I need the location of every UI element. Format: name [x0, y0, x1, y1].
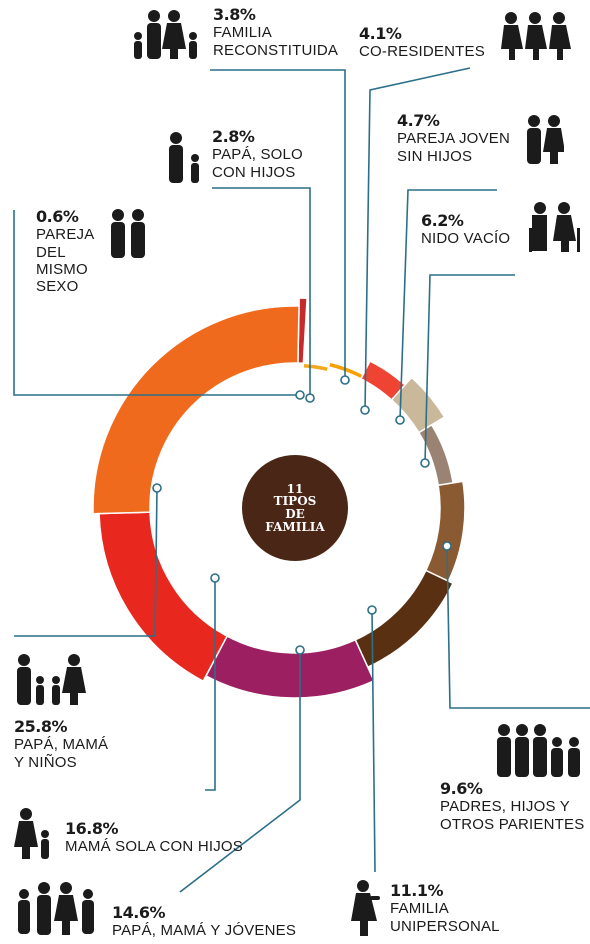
- label-papa-solo: 2.8% PAPÁ, SOLO CON HIJOS: [212, 127, 303, 181]
- text-pareja-joven-2: SIN HIJOS: [397, 147, 473, 165]
- text-reconstituida-1: FAMILIA: [213, 24, 272, 42]
- family-with-kids-icon: [17, 654, 86, 705]
- leader-line: [210, 69, 346, 380]
- label-familia-unipersonal: 11.1% FAMILIA UNIPERSONAL: [390, 881, 500, 935]
- leader-dot: [210, 573, 220, 583]
- pct-unipersonal: 11.1%: [390, 881, 444, 900]
- text-coresidentes-1: CO-RESIDENTES: [359, 43, 485, 61]
- couple-icon: [527, 115, 564, 164]
- pct-mama-sola: 16.8%: [65, 819, 119, 838]
- text-unipersonal-2: UNIPERSONAL: [390, 917, 500, 935]
- pct-reconstituida: 3.8%: [213, 5, 256, 24]
- center-line-4: FAMILIA: [265, 519, 325, 534]
- text-ninos-1: PAPÁ, MAMÁ: [14, 736, 109, 754]
- leader-line: [424, 274, 515, 464]
- extended-family-icon: [497, 724, 580, 777]
- pct-pareja-joven: 4.7%: [397, 111, 440, 130]
- leader-dot: [305, 393, 315, 403]
- leader-dot: [295, 645, 305, 655]
- leader-dot: [420, 458, 430, 468]
- leader-line: [364, 67, 471, 411]
- mother-child-icon: [14, 808, 49, 859]
- leader-line: [205, 578, 216, 791]
- text-otros-2: OTROS PARIENTES: [440, 815, 585, 833]
- text-ninos-2: Y NIÑOS: [14, 753, 77, 771]
- text-mismo-sexo-4: SEXO: [36, 278, 79, 296]
- text-reconstituida-2: RECONSTITUIDA: [213, 41, 339, 59]
- slice-mamá-sola-con-hijos: [98, 511, 229, 683]
- label-familia-reconstituida: 3.8% FAMILIA RECONSTITUIDA: [213, 5, 339, 59]
- slice-padres-hijos-y-otros-parientes: [424, 480, 466, 583]
- label-otros-parientes: 9.6% PADRES, HIJOS Y OTROS PARIENTES: [440, 779, 585, 833]
- text-pareja-joven-1: PAREJA JOVEN: [397, 130, 510, 148]
- text-otros-1: PADRES, HIJOS Y: [440, 798, 570, 816]
- pct-nido: 6.2%: [421, 211, 464, 230]
- label-mismo-sexo: 0.6% PAREJA DEL MISMO SEXO: [36, 207, 95, 296]
- slice-nido-vacío: [417, 423, 454, 487]
- pct-mismo-sexo: 0.6%: [36, 207, 79, 226]
- center-line-3: DE: [285, 507, 305, 521]
- leader-line: [13, 210, 300, 396]
- three-people-icon: [501, 12, 571, 60]
- leader-dot: [340, 375, 350, 385]
- pct-ninos: 25.8%: [14, 717, 68, 736]
- pct-jovenes: 14.6%: [112, 903, 166, 922]
- leader-line: [14, 487, 158, 637]
- slice-papá-solo-con-hijos: [302, 362, 330, 373]
- single-woman-icon: [351, 880, 380, 936]
- label-mama-sola: 16.8% MAMÁ SOLA CON HIJOS: [65, 819, 243, 856]
- elderly-couple-icon: [529, 202, 580, 252]
- text-mismo-sexo-3: MISMO: [36, 260, 88, 278]
- family-teens-icon: [18, 882, 94, 935]
- leader-dot: [442, 541, 452, 551]
- slice-papá-mamá-y-jóvenes: [204, 635, 375, 699]
- slice-papá-mamá-y-niños: [92, 305, 300, 515]
- leader-line: [446, 545, 590, 709]
- leader-line: [179, 650, 301, 893]
- leader-dot: [367, 605, 377, 615]
- family-four-icon: [134, 10, 197, 59]
- text-unipersonal-1: FAMILIA: [390, 900, 449, 918]
- father-child-icon: [169, 132, 199, 183]
- chart-center-title: 11 TIPOS DE FAMILIA: [242, 455, 348, 561]
- leader-dot: [152, 483, 162, 493]
- center-line-1: 11: [286, 481, 304, 496]
- label-co-residentes: 4.1% CO-RESIDENTES: [359, 24, 485, 61]
- text-mismo-sexo-2: DEL: [36, 243, 66, 261]
- text-mismo-sexo-1: PAREJA: [36, 226, 95, 244]
- text-jovenes-1: PAPÁ, MAMÁ Y JÓVENES: [112, 922, 297, 940]
- pct-otros: 9.6%: [440, 779, 483, 798]
- text-nido-1: NIDO VACÍO: [421, 230, 511, 248]
- label-pareja-joven: 4.7% PAREJA JOVEN SIN HIJOS: [397, 111, 510, 165]
- text-papa-solo-2: CON HIJOS: [212, 163, 296, 181]
- label-papa-mama-ninos: 25.8% PAPÁ, MAMÁ Y NIÑOS: [14, 717, 109, 771]
- leader-line: [371, 609, 376, 873]
- leader-line: [212, 187, 311, 398]
- text-papa-solo-1: PAPÁ, SOLO: [212, 146, 303, 164]
- slice-familia-unipersonal: [354, 569, 454, 669]
- couple-icon: [111, 209, 145, 258]
- leader-dot: [360, 405, 370, 415]
- pct-papa-solo: 2.8%: [212, 127, 255, 146]
- center-line-2: TIPOS: [273, 494, 317, 509]
- pct-coresidentes: 4.1%: [359, 24, 402, 43]
- leader-line: [399, 189, 497, 421]
- label-nido-vacio: 6.2% NIDO VACÍO: [421, 211, 511, 248]
- text-mama-sola-1: MAMÁ SOLA CON HIJOS: [65, 838, 243, 856]
- leader-dot: [295, 390, 305, 400]
- leader-dot: [395, 415, 405, 425]
- label-papa-mama-jovenes: 14.6% PAPÁ, MAMÁ Y JÓVENES: [112, 903, 297, 940]
